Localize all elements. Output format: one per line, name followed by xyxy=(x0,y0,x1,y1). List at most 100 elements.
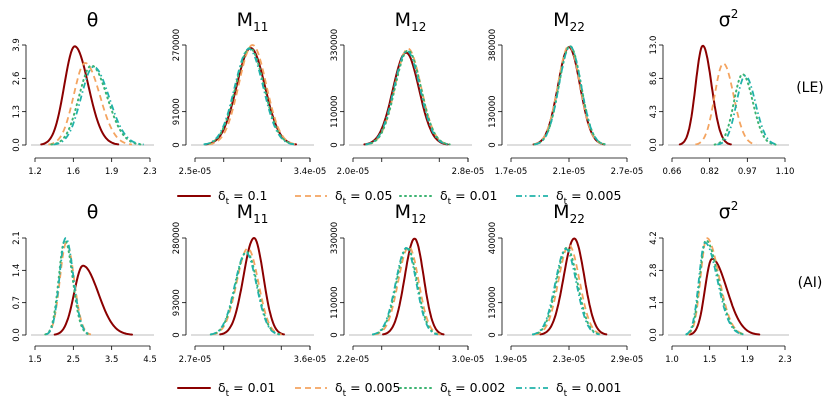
panel-ai-1: θ 1.5 2.5 3.5 4.5 0.0 0.7 1.4 2.1 xyxy=(12,201,157,365)
x-tick-label: 3.0e-05 xyxy=(452,355,485,365)
x-tick-label: 1.5 xyxy=(28,355,42,365)
density-curve-3 xyxy=(203,47,297,146)
density-curve-2 xyxy=(533,44,605,146)
x-tick-label: 2.5e-05 xyxy=(179,167,212,177)
legend-entry: δt = 0.005 xyxy=(335,380,400,399)
x-tick-label: 2.8e-05 xyxy=(452,167,485,177)
density-curve-4 xyxy=(365,50,449,146)
y-tick-label: 270000 xyxy=(172,29,182,61)
density-curve-1 xyxy=(53,264,133,336)
panel-title: M11 xyxy=(237,9,269,34)
density-curve-4 xyxy=(685,241,745,336)
x-tick-label: 2.5 xyxy=(67,355,81,365)
x-tick-label: 2.3 xyxy=(778,355,792,365)
density-curve-4 xyxy=(203,47,295,146)
x-tick-label: 1.6 xyxy=(67,167,81,177)
x-tick-label: 2.7e-05 xyxy=(179,355,212,365)
x-tick-label: 0.66 xyxy=(663,167,682,177)
y-tick-label: 0 xyxy=(172,332,182,337)
y-tick-label: 0 xyxy=(488,332,498,337)
panel-le-3: M12 2.0e-05 2.8e-05 0 110000 330000 xyxy=(330,9,484,177)
y-tick-label: 0 xyxy=(488,142,498,147)
density-curve-1 xyxy=(40,45,120,146)
panel-ai-4: M22 1.9e-05 2.3e-05 2.9e-05 0 130000 400000 xyxy=(488,201,643,365)
density-curve-4 xyxy=(534,45,606,146)
x-tick-label: 1.10 xyxy=(776,167,795,177)
density-curve-1 xyxy=(363,51,449,146)
density-curve-2 xyxy=(366,47,450,146)
x-tick-label: 2.3 xyxy=(143,167,157,177)
panel-ai-2: M11 2.7e-05 3.6e-05 0 93000 280000 xyxy=(172,201,326,365)
density-curve-1 xyxy=(204,47,297,146)
y-tick-label: 1.4 xyxy=(649,296,659,310)
y-tick-label: 3.9 xyxy=(12,38,22,52)
y-tick-label: 130000 xyxy=(488,95,498,127)
density-curve-2 xyxy=(48,62,133,146)
x-tick-label: 3.5 xyxy=(105,355,119,365)
y-tick-label: 0.0 xyxy=(12,328,22,342)
y-tick-label: 2.8 xyxy=(649,264,659,278)
y-tick-label: 91000 xyxy=(172,98,182,125)
y-tick-label: 13.0 xyxy=(649,36,659,55)
panel-le-5: σ2 0.66 0.82 0.97 1.10 0.0 4.3 8.6 13.0 xyxy=(649,7,794,177)
y-tick-label: 110000 xyxy=(330,286,340,318)
y-tick-label: 0 xyxy=(172,142,182,147)
legend-entry: δt = 0.005 xyxy=(556,188,621,207)
x-tick-label: 3.4e-05 xyxy=(294,167,327,177)
x-tick-label: 2.1e-05 xyxy=(553,167,586,177)
y-tick-label: 280000 xyxy=(172,222,182,254)
density-curve-4 xyxy=(531,247,600,336)
x-tick-label: 1.9 xyxy=(105,167,119,177)
row-label-le: (LE) xyxy=(796,80,824,96)
density-curve-3 xyxy=(533,45,607,146)
density-curve-4 xyxy=(53,65,144,146)
density-curve-4 xyxy=(717,74,779,146)
y-tick-label: 0.0 xyxy=(649,328,659,342)
density-curve-2 xyxy=(686,237,746,336)
x-tick-label: 2.9e-05 xyxy=(611,355,644,365)
x-tick-label: 3.6e-05 xyxy=(294,355,327,365)
x-tick-label: 2.3e-05 xyxy=(553,355,586,365)
y-tick-label: 0 xyxy=(330,332,340,337)
y-tick-label: 0.0 xyxy=(649,138,659,152)
x-tick-label: 4.5 xyxy=(143,355,157,365)
y-tick-label: 2.6 xyxy=(12,72,22,86)
x-tick-label: 1.0 xyxy=(665,355,679,365)
density-curve-1 xyxy=(219,237,285,336)
y-tick-label: 400000 xyxy=(488,222,498,254)
x-tick-label: 0.97 xyxy=(738,167,757,177)
y-tick-label: 330000 xyxy=(330,29,340,61)
y-tick-label: 110000 xyxy=(330,95,340,127)
density-curve-4 xyxy=(372,247,439,336)
x-tick-label: 1.5 xyxy=(703,355,717,365)
legend-le: δt = 0.1 δt = 0.05 δt = 0.01 δt = 0.005 xyxy=(177,188,621,207)
legend-entry: δt = 0.01 xyxy=(218,380,275,399)
density-curve-3 xyxy=(365,49,451,146)
x-tick-label: 2.2e-05 xyxy=(337,355,370,365)
panel-title: σ2 xyxy=(719,199,739,223)
x-tick-label: 1.9 xyxy=(741,355,755,365)
panel-title: M12 xyxy=(395,201,427,226)
y-tick-label: 330000 xyxy=(330,222,340,254)
density-curve-3 xyxy=(372,246,440,336)
panel-title: θ xyxy=(87,9,99,31)
density-curve-2 xyxy=(535,244,603,336)
density-curve-2 xyxy=(374,245,441,336)
panel-title: M11 xyxy=(237,201,269,226)
density-curve-1 xyxy=(539,237,608,336)
y-tick-label: 0.7 xyxy=(12,296,22,310)
y-tick-label: 1.4 xyxy=(12,264,22,278)
x-tick-label: 1.2 xyxy=(28,167,42,177)
x-tick-label: 0.82 xyxy=(700,167,719,177)
y-tick-label: 130000 xyxy=(488,286,498,318)
legend-entry: δt = 0.05 xyxy=(335,188,392,207)
legend-entry: δt = 0.001 xyxy=(556,380,621,399)
y-tick-label: 2.1 xyxy=(12,231,22,245)
x-tick-label: 2.0e-05 xyxy=(337,167,370,177)
legend-ai: δt = 0.01 δt = 0.005 δt = 0.002 δt = 0.001 xyxy=(177,380,621,399)
x-tick-label: 1.7e-05 xyxy=(495,167,528,177)
panel-title: σ2 xyxy=(719,7,739,31)
y-tick-label: 0.0 xyxy=(12,138,22,152)
density-curve-1 xyxy=(678,44,732,146)
